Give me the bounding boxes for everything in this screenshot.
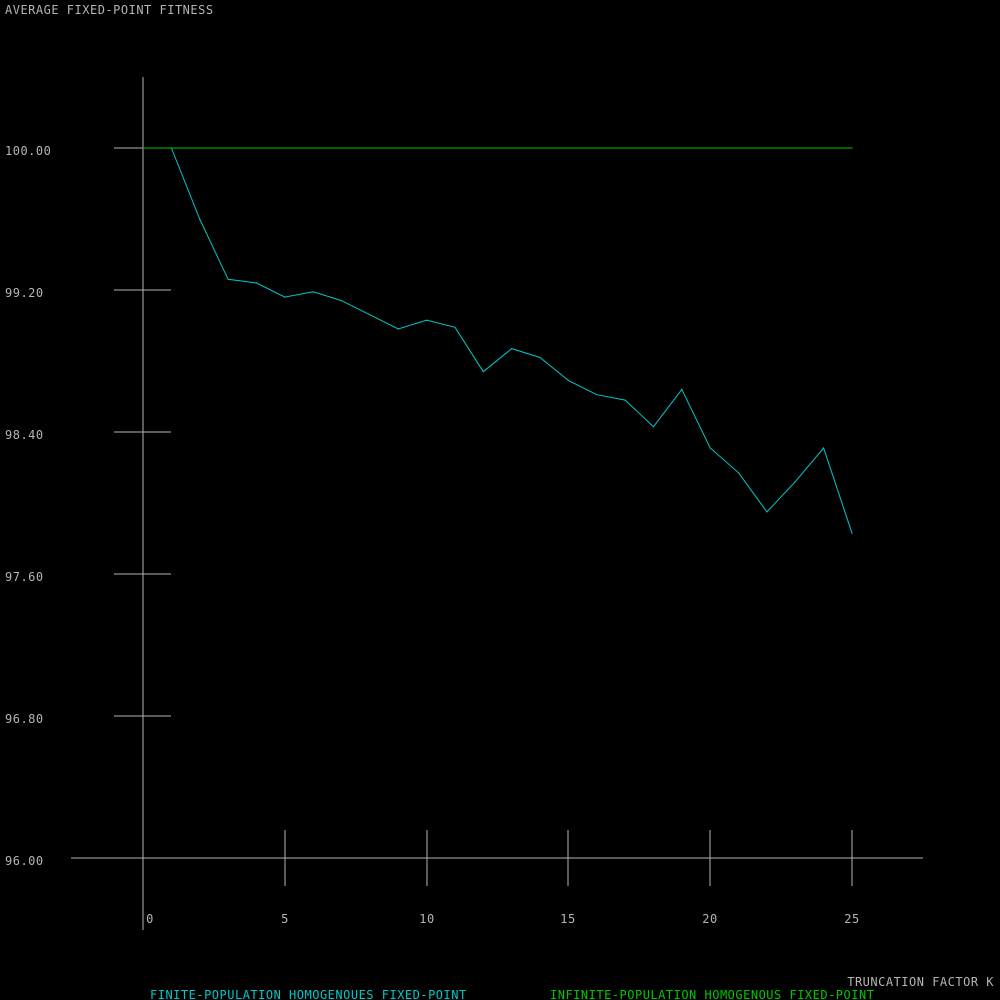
data-point-finite-population — [794, 481, 796, 483]
data-point-finite-population — [511, 348, 513, 350]
data-point-finite-population — [567, 379, 570, 382]
chart-title: AVERAGE FIXED-POINT FITNESS — [5, 3, 214, 17]
y-tick-label: 100.00 — [5, 144, 51, 158]
x-tick-label: 10 — [419, 912, 434, 926]
data-point-finite-population — [426, 319, 428, 321]
data-point-finite-population — [340, 300, 343, 302]
x-tick-label: 0 — [146, 912, 154, 926]
data-point-finite-population — [454, 326, 456, 328]
data-point-finite-population — [397, 328, 399, 330]
data-point-finite-population — [255, 282, 257, 284]
data-point-finite-population — [652, 426, 655, 428]
y-axis-ticks: 96.00 96.80 97.60 98.40 99.20 100.00 — [5, 144, 171, 868]
y-tick-label: 97.60 — [5, 570, 44, 584]
data-point-finite-population — [624, 399, 626, 401]
data-point-finite-population — [482, 371, 484, 373]
series-layer — [142, 147, 853, 534]
x-axis-label: TRUNCATION FACTOR K — [847, 975, 994, 989]
data-point-finite-population — [823, 447, 825, 449]
data-point-finite-population — [738, 472, 740, 474]
y-tick-label: 98.40 — [5, 428, 44, 442]
series-line-finite-population — [170, 147, 853, 534]
data-point-finite-population — [227, 278, 229, 280]
x-tick-label: 15 — [560, 912, 575, 926]
data-point-infinite-population — [851, 147, 853, 149]
data-point-finite-population — [766, 511, 768, 513]
legend-finite-population: FINITE-POPULATION HOMOGENOUES FIXED-POIN… — [150, 988, 467, 1000]
data-point-finite-population — [709, 447, 711, 449]
y-tick-label: 96.00 — [5, 854, 44, 868]
y-tick-label: 96.80 — [5, 712, 44, 726]
data-point-finite-population — [596, 394, 598, 396]
x-tick-label: 20 — [702, 912, 717, 926]
data-point-finite-population — [312, 291, 314, 293]
data-point-infinite-population — [142, 147, 144, 149]
data-point-finite-population — [284, 296, 286, 298]
x-axis-ticks: 0 5 10 15 20 25 — [146, 830, 859, 926]
data-point-finite-population — [369, 314, 371, 316]
legend-infinite-population: INFINITE-POPULATION HOMOGENOUS FIXED-POI… — [550, 988, 874, 1000]
data-point-finite-population — [539, 356, 541, 359]
data-point-finite-population — [681, 388, 683, 390]
x-tick-label: 5 — [281, 912, 289, 926]
x-tick-label: 25 — [844, 912, 859, 926]
data-point-finite-population — [851, 532, 853, 534]
data-point-finite-population — [199, 218, 201, 220]
y-tick-label: 99.20 — [5, 286, 44, 300]
